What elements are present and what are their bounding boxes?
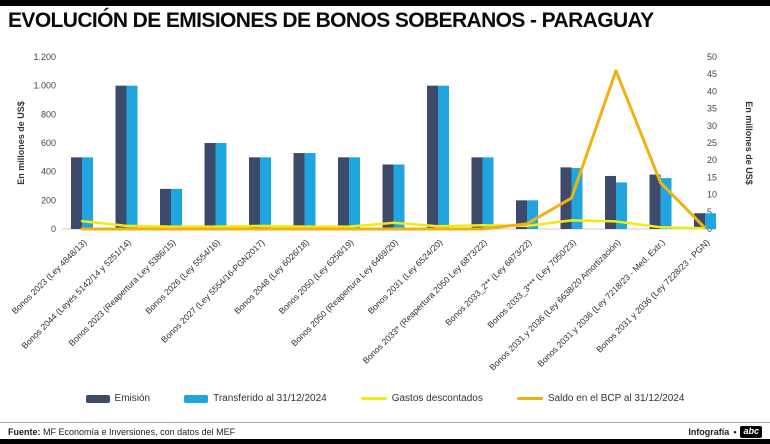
bar-series0-cat5 (293, 153, 305, 229)
bar-series1-cat12 (616, 182, 627, 229)
y-right-tick: 5 (707, 207, 712, 217)
x-category-label: Bonos 2050 (Ley 6258/19) (277, 237, 356, 316)
bar-series1-cat7 (393, 164, 405, 229)
y-left-axis-title: En millones de US$ (16, 101, 26, 185)
bar-series1-cat10 (527, 200, 538, 229)
bar-series1-cat2 (171, 188, 182, 229)
y-left-tick: 600 (41, 138, 56, 148)
legend-label-saldo: Saldo en el BCP al 31/12/2024 (547, 393, 685, 404)
legend-item-gastos: Gastos descontados (360, 393, 483, 404)
bar-series0-cat7 (382, 164, 394, 229)
source-credit: Fuente: MF Economía e Inversiones, con d… (8, 427, 235, 437)
x-category-label: Bonos 2048 (Ley 6026/18) (232, 237, 311, 316)
chart-legend: Emisión Transferido al 31/12/2024 Gastos… (0, 393, 770, 404)
bar-series1-cat9 (482, 157, 494, 229)
y-right-tick: 50 (707, 52, 717, 62)
bar-series1-cat11 (571, 168, 583, 229)
legend-label-gastos: Gastos descontados (391, 393, 483, 404)
bar-series1-cat1 (126, 85, 138, 229)
source-label: Fuente: (8, 427, 41, 437)
bar-series0-cat6 (338, 157, 349, 229)
bar-series0-cat13 (649, 174, 661, 229)
bottom-border (0, 439, 770, 444)
bar-series1-cat5 (304, 153, 316, 229)
legend-label-emision: Emisión (114, 393, 151, 404)
bar-series1-cat3 (215, 143, 227, 229)
bar-series0-cat12 (605, 175, 616, 229)
bar-series0-cat4 (249, 157, 260, 229)
bar-series1-cat4 (260, 157, 271, 229)
legend-swatch-3 (516, 397, 543, 400)
y-right-tick: 15 (707, 172, 717, 182)
y-left-tick: 1.200 (33, 52, 56, 62)
y-left-tick: 400 (41, 167, 56, 177)
legend-swatch-1 (184, 394, 209, 403)
infographic-credit: Infografía • abc (688, 426, 762, 438)
bar-series0-cat1 (115, 85, 127, 229)
legend-item-saldo: Saldo en el BCP al 31/12/2024 (516, 393, 685, 404)
y-right-tick: 10 (707, 190, 717, 200)
y-right-tick: 40 (707, 86, 717, 96)
bullet-icon: • (733, 427, 737, 437)
x-category-label: Bonos 2026 (Ley 5554/16) (143, 237, 222, 316)
y-right-tick: 20 (707, 155, 717, 165)
y-right-tick: 30 (707, 121, 717, 131)
x-category-label: Bonos 2033_2** (Ley 6873/22) (443, 237, 533, 327)
bar-series1-cat6 (349, 157, 360, 229)
legend-item-emision: Emisión (85, 393, 151, 404)
y-left-tick: 1.000 (33, 81, 56, 91)
y-left-tick: 800 (41, 109, 56, 119)
bar-series0-cat11 (560, 167, 572, 229)
y-left-tick: 0 (51, 224, 56, 234)
bar-series0-cat10 (516, 200, 527, 229)
bar-series1-cat14 (705, 213, 716, 229)
credit-text: Infografía (688, 427, 730, 437)
x-category-label: Bonos 2031 (Ley 6524/20) (366, 237, 445, 316)
bar-series1-cat8 (438, 85, 449, 229)
y-right-tick: 25 (707, 138, 717, 148)
legend-swatch-0 (85, 394, 110, 403)
bar-series0-cat2 (160, 188, 171, 229)
y-right-tick: 45 (707, 69, 717, 79)
legend-swatch-2 (360, 397, 387, 400)
bar-series0-cat0 (71, 157, 82, 229)
footer-divider (0, 422, 770, 423)
x-category-label: Bonos 2033_3*** (Ley 7050/23) (485, 237, 578, 330)
legend-label-transferido: Transferido al 31/12/2024 (213, 393, 327, 404)
bar-series1-cat13 (660, 178, 672, 229)
bar-series0-cat3 (204, 143, 216, 229)
bar-series0-cat9 (471, 157, 483, 229)
footer: Fuente: MF Economía e Inversiones, con d… (8, 426, 762, 438)
x-category-label: Bonos 2023 (Ley 4848/13) (10, 237, 89, 316)
y-right-axis-title: En millones de US$ (744, 101, 754, 185)
source-text: MF Economía e Inversiones, con datos del… (43, 427, 236, 437)
page-title: EVOLUCIÓN DE EMISIONES DE BONOS SOBERANO… (8, 9, 654, 32)
abc-logo: abc (740, 426, 762, 438)
y-left-tick: 200 (41, 195, 56, 205)
top-border (0, 0, 770, 6)
line-series1 (80, 69, 707, 231)
line-series0 (80, 219, 707, 230)
combo-chart: 02004006008001.0001.20005101520253035404… (10, 52, 754, 372)
bar-series0-cat8 (427, 85, 438, 229)
legend-item-transferido: Transferido al 31/12/2024 (184, 393, 327, 404)
y-right-tick: 35 (707, 104, 717, 114)
bar-series1-cat0 (82, 157, 93, 229)
